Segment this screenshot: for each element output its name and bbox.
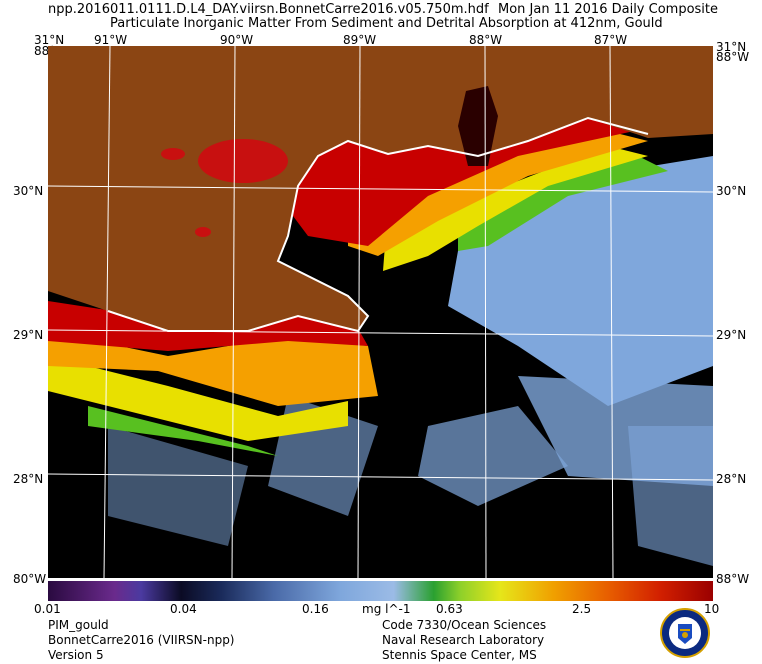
lat-label-28n-left: 28°N (13, 472, 44, 486)
corner-bottom-right: 88°W (716, 572, 750, 586)
footer-version: Version 5 (48, 648, 104, 662)
green-zone (88, 156, 668, 456)
nrl-logo (660, 608, 710, 658)
coastline (107, 116, 649, 333)
corner-bottom-left: 80°W (13, 572, 47, 586)
lon-label-90w: 90°W (220, 33, 254, 47)
graticule (48, 46, 713, 578)
lat-label-29n-left: 29°N (13, 328, 44, 342)
footer-region: BonnetCarre2016 (VIIRSN-npp) (48, 633, 235, 647)
lat-corner-top-left: 31°N (34, 33, 65, 47)
footer-location: Stennis Space Center, MS (382, 648, 537, 662)
colorbar-unit: mg l^-1 (362, 602, 411, 616)
colorbar-tick-0.63: 0.63 (436, 602, 463, 616)
lon-label-87w: 87°W (594, 33, 628, 47)
product-title: Particulate Inorganic Matter From Sedime… (110, 16, 663, 31)
lat-label-30n-right: 30°N (716, 184, 747, 198)
colorbar-tick-10: 10 (704, 602, 720, 616)
footer-product-name: PIM_gould (48, 618, 109, 632)
colorbar-tick-0.01: 0.01 (34, 602, 61, 616)
colorbar-tick-0.16: 0.16 (302, 602, 329, 616)
lat-label-28n-right: 28°N (716, 472, 747, 486)
yellow-zone (48, 146, 648, 441)
colorbar-tick-2.5: 2.5 (572, 602, 592, 616)
lon-label-91w: 91°W (94, 33, 128, 47)
file-name: npp.2016011.0111.D.L4_DAY.viirsn.BonnetC… (48, 2, 489, 17)
satellite-map (48, 46, 713, 578)
footer-lab: Naval Research Laboratory (382, 633, 545, 647)
lat-label-29n-right: 29°N (716, 328, 747, 342)
inland-lakes (161, 86, 498, 237)
lon-corner-top-right: 88°W (716, 50, 750, 64)
lat-corner-top-right: 31°N (716, 40, 747, 54)
composite-date: Mon Jan 11 2016 Daily Composite (498, 2, 719, 17)
footer-code: Code 7330/Ocean Sciences (382, 618, 547, 632)
colorbar (48, 581, 713, 601)
lat-label-30n-left: 30°N (13, 184, 44, 198)
land-mask (48, 46, 713, 331)
orange-zone (48, 131, 648, 406)
lon-label-89w: 89°W (343, 33, 377, 47)
colorbar-tick-0.04: 0.04 (170, 602, 197, 616)
lon-label-88w: 88°W (469, 33, 503, 47)
